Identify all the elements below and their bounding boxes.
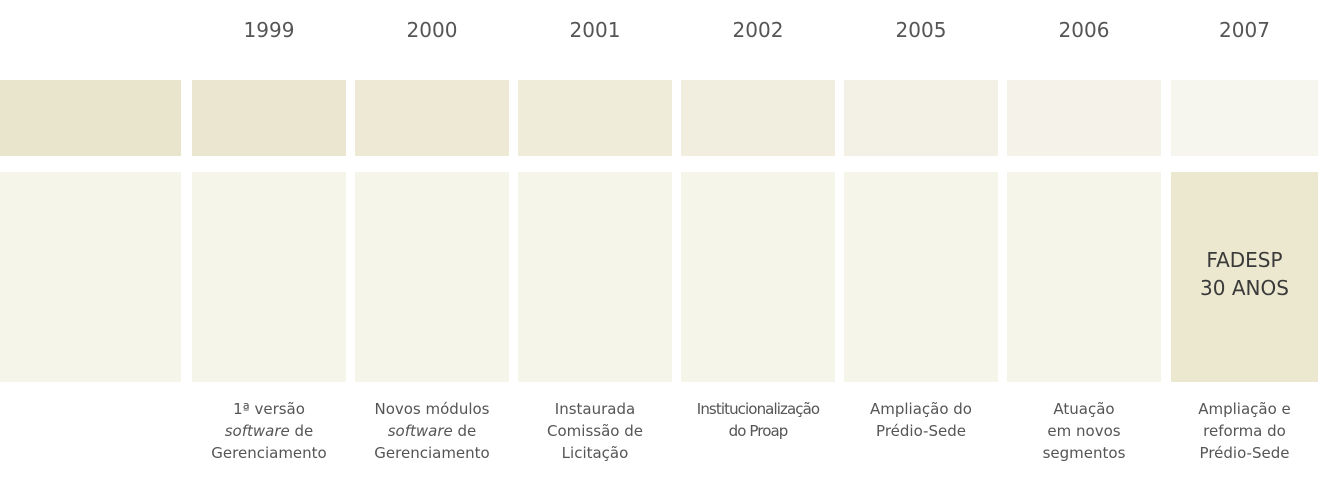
description-line: Ampliação do [836, 398, 1006, 420]
highlight-line: FADESP [1206, 248, 1283, 272]
description-line: Prédio-Sede [836, 420, 1006, 442]
band-top [844, 80, 998, 156]
text-run: Institucionalização [696, 400, 820, 418]
description-line: em novos [999, 420, 1169, 442]
description-line: Novos módulos [347, 398, 517, 420]
band-top [355, 80, 509, 156]
band-bottom: FADESP 30 ANOS [1171, 172, 1318, 382]
event-description: 1ª versão software de Gerenciamento [184, 398, 354, 464]
emphasis: software [224, 422, 290, 440]
text-run: do Proap [728, 422, 789, 440]
text-run: em novos [1047, 422, 1121, 440]
description-line: 1ª versão [184, 398, 354, 420]
year-label: 2001 [569, 18, 621, 42]
highlight-line: 30 ANOS [1200, 276, 1289, 300]
emphasis: software [387, 422, 453, 440]
lead-band-bottom [0, 172, 181, 382]
text-run: Gerenciamento [374, 444, 490, 462]
description-line: software de [347, 420, 517, 442]
year-label: 2002 [732, 18, 784, 42]
text-run: Comissão de [547, 422, 643, 440]
text-run: Gerenciamento [211, 444, 327, 462]
text-run: 1ª versão [233, 400, 305, 418]
band-bottom [192, 172, 346, 382]
description-line: Gerenciamento [184, 442, 354, 464]
description-line: Ampliação e [1163, 398, 1318, 420]
description-line: Atuação [999, 398, 1169, 420]
description-line: Prédio-Sede [1163, 442, 1318, 464]
band-bottom [355, 172, 509, 382]
text-run: Novos módulos [374, 400, 490, 418]
year-label: 2005 [895, 18, 947, 42]
band-bottom [1007, 172, 1161, 382]
text-run: Atuação [1053, 400, 1115, 418]
text-run: Prédio-Sede [1199, 444, 1290, 462]
text-run: Instaurada [554, 400, 636, 418]
band-bottom [681, 172, 835, 382]
band-top [681, 80, 835, 156]
band-top [1171, 80, 1318, 156]
text-run: segmentos [1042, 444, 1126, 462]
text-run: Prédio-Sede [876, 422, 966, 440]
description-line: Institucionalização [673, 398, 843, 420]
event-description: Ampliação do Prédio-Sede [836, 398, 1006, 442]
text-run: de [452, 422, 477, 440]
band-top [1007, 80, 1161, 156]
year-label: 2007 [1219, 18, 1270, 42]
band-top [518, 80, 672, 156]
band-bottom [518, 172, 672, 382]
band-bottom [844, 172, 998, 382]
highlight: FADESP 30 ANOS [1171, 246, 1318, 302]
description-line: Instaurada [510, 398, 680, 420]
event-description: Instaurada Comissão de Licitação [510, 398, 680, 464]
text-run: reforma do [1203, 422, 1286, 440]
lead-band-top [0, 80, 181, 156]
description-line: Comissão de [510, 420, 680, 442]
text-run: de [289, 422, 314, 440]
description-line: software de [184, 420, 354, 442]
band-top [192, 80, 346, 156]
description-line: Gerenciamento [347, 442, 517, 464]
year-label: 2000 [406, 18, 458, 42]
event-description: Novos módulos software de Gerenciamento [347, 398, 517, 464]
description-line: reforma do [1163, 420, 1318, 442]
description-line: Licitação [510, 442, 680, 464]
text-run: Ampliação e [1198, 400, 1291, 418]
event-description: Atuação em novos segmentos [999, 398, 1169, 464]
year-label: 1999 [243, 18, 295, 42]
text-run: Ampliação do [869, 400, 972, 418]
description-line: segmentos [999, 442, 1169, 464]
text-run: Licitação [561, 444, 629, 462]
event-description: Ampliação e reforma do Prédio-Sede [1163, 398, 1318, 464]
year-label: 2006 [1058, 18, 1110, 42]
description-line: do Proap [673, 420, 843, 442]
event-description: Institucionalização do Proap [673, 398, 843, 442]
